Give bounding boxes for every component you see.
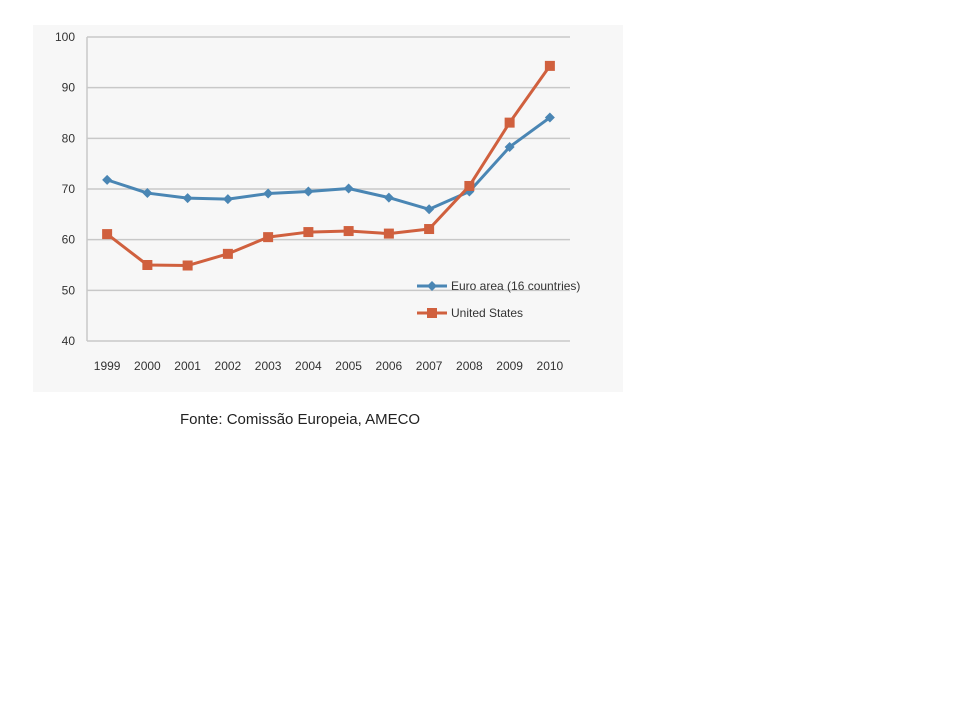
y-tick-label: 90 [62, 81, 76, 95]
x-tick-label: 2005 [335, 359, 362, 373]
x-tick-label: 2003 [255, 359, 282, 373]
data-point-series-1 [424, 204, 435, 215]
x-tick-label: 2001 [174, 359, 201, 373]
data-point-series-2 [222, 248, 233, 259]
legend-label: United States [451, 306, 523, 320]
source-note: Fonte: Comissão Europeia, AMECO [180, 411, 421, 428]
data-point-series-1 [263, 188, 274, 199]
x-tick-label: 2002 [215, 359, 242, 373]
data-point-series-1 [182, 193, 193, 204]
legend-label: Euro area (16 countries) [451, 279, 580, 293]
y-tick-label: 40 [62, 334, 76, 348]
data-point-series-1 [222, 194, 233, 205]
legend-marker [427, 308, 437, 318]
data-point-series-1 [343, 183, 354, 194]
data-point-series-2 [263, 232, 274, 243]
line-chart: 40 50 60 70 80 90 100 1999 2000 2001 2002 2003 2004 2… [55, 30, 580, 373]
x-tick-label: 2004 [295, 359, 322, 373]
x-tick-label: 2006 [376, 359, 403, 373]
y-tick-label: 60 [62, 233, 76, 247]
x-tick-label: 1999 [94, 359, 121, 373]
y-tick-label: 50 [62, 283, 76, 297]
data-point-series-1 [544, 112, 555, 123]
series-line-2 [106, 65, 552, 268]
data-point-series-2 [464, 180, 475, 191]
y-tick-label: 80 [62, 131, 76, 145]
data-point-series-2 [424, 224, 435, 235]
data-point-series-2 [102, 229, 113, 240]
y-tick-label: 100 [55, 30, 75, 44]
data-point-series-1 [383, 192, 394, 203]
series-line-1 [106, 116, 551, 211]
y-tick-label: 70 [62, 182, 76, 196]
x-tick-label: 2008 [456, 359, 483, 373]
x-tick-label: 2000 [134, 359, 161, 373]
data-point-series-2 [303, 227, 314, 238]
data-point-series-1 [142, 188, 153, 199]
x-tick-label: 2007 [416, 359, 443, 373]
data-point-series-2 [544, 60, 555, 71]
data-point-series-1 [303, 186, 314, 197]
legend-marker [427, 281, 437, 291]
data-point-series-2 [182, 260, 193, 271]
data-point-series-1 [102, 174, 113, 185]
x-tick-label: 2010 [537, 359, 564, 373]
data-point-series-2 [343, 226, 354, 237]
data-point-series-2 [504, 117, 515, 128]
data-point-series-2 [383, 228, 394, 239]
data-point-series-2 [142, 260, 153, 270]
x-tick-label: 2009 [496, 359, 523, 373]
data-point-series-1 [504, 141, 515, 152]
chart-panel: 40 50 60 70 80 90 100 1999 2000 2001 2002 2003 2004 2… [33, 25, 623, 392]
